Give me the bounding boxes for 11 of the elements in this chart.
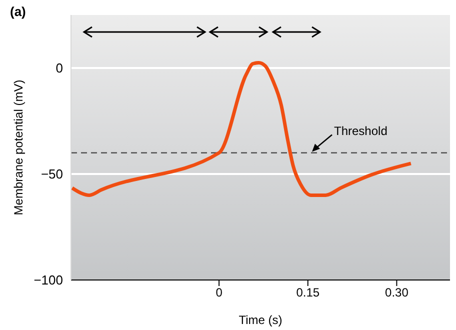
- x-tick-label: 0.15: [296, 286, 320, 300]
- ref-line-label: Threshold: [334, 124, 388, 138]
- line-series: [71, 60, 413, 197]
- text: (a): [10, 4, 26, 19]
- y-tick-label: −50: [40, 166, 63, 182]
- y-axis-title: Membrane potential (mV): [11, 80, 26, 216]
- x-tick-label: 0.30: [385, 286, 409, 300]
- y-tick-label: −100: [34, 272, 63, 288]
- y-tick-label: 0: [56, 60, 63, 76]
- x-axis-title: Time (s): [238, 313, 282, 327]
- x-tick-label: 0: [216, 286, 223, 300]
